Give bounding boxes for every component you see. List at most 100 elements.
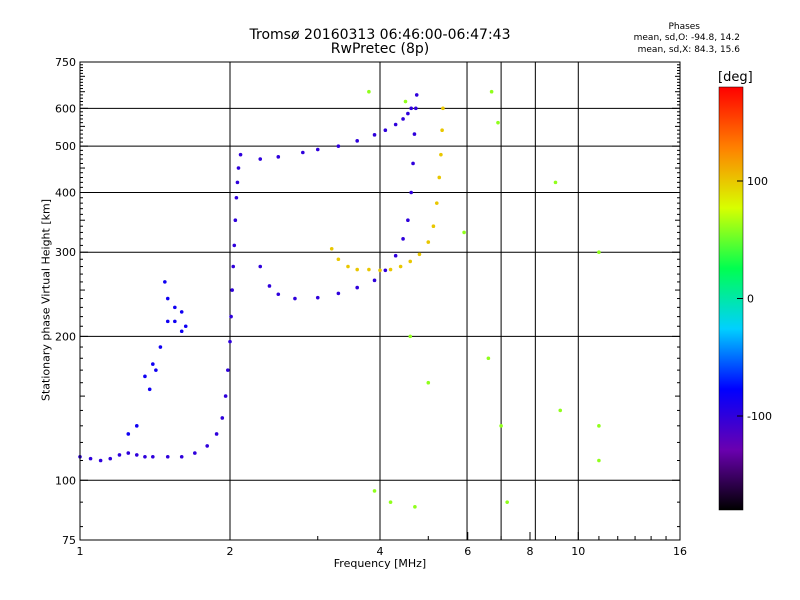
data-point — [439, 152, 443, 157]
data-point — [406, 111, 410, 116]
chart-title-line1: Tromsø 20160313 06:46:00-06:47:43 — [249, 27, 511, 43]
data-point — [372, 133, 377, 137]
y-tick-label: 600 — [55, 102, 76, 115]
data-point — [236, 166, 241, 170]
data-point — [393, 253, 398, 258]
series-3 — [329, 106, 445, 273]
data-point — [372, 489, 377, 493]
data-point — [143, 454, 147, 459]
chart-title-line2: RwPretec (8p) — [330, 41, 430, 57]
series-5 — [367, 89, 601, 509]
data-point — [163, 280, 167, 284]
data-point — [228, 339, 232, 344]
data-point — [411, 161, 415, 166]
data-point — [173, 305, 177, 310]
colorbar-tick-label: -100 — [747, 410, 772, 423]
data-point — [489, 89, 494, 94]
data-point — [383, 268, 388, 273]
data-point — [315, 147, 320, 152]
data-point — [505, 500, 509, 504]
y-tick-label: 200 — [55, 330, 76, 343]
data-point — [233, 218, 238, 223]
colorbar-tick-label: 0 — [747, 293, 754, 306]
data-point — [499, 424, 503, 428]
data-point — [232, 243, 237, 248]
data-point — [426, 380, 431, 385]
data-point — [179, 454, 184, 459]
data-point — [558, 408, 563, 413]
data-point — [378, 268, 382, 273]
data-point — [108, 456, 113, 461]
data-point — [143, 374, 147, 379]
data-point — [355, 285, 359, 290]
x-tick-label: 1 — [77, 545, 84, 558]
x-tick-label: 16 — [673, 545, 687, 558]
data-point — [179, 329, 184, 334]
data-point — [413, 505, 417, 509]
stats-o-mode: mean, sd,O: -94.8, 14.2 — [633, 33, 740, 43]
colorbar-ticks: 100 0 -100 — [737, 175, 772, 423]
axis-ticks: 1 2 4 6 8 10 16 75 100 200 300 400 500 600 750 — [55, 56, 687, 558]
data-point — [134, 453, 139, 457]
data-point — [437, 175, 442, 180]
x-tick-label: 10 — [571, 545, 585, 558]
data-point — [267, 284, 272, 288]
data-point — [431, 224, 436, 229]
data-point — [398, 264, 403, 269]
data-point — [223, 394, 228, 398]
x-tick-label: 2 — [227, 545, 234, 558]
data-point — [412, 132, 417, 136]
x-axis-label: Frequency [MHz] — [333, 557, 427, 570]
data-point — [301, 150, 305, 155]
data-point — [165, 296, 170, 301]
data-point — [597, 250, 601, 255]
data-point — [372, 278, 377, 283]
data-point — [173, 319, 177, 324]
x-tick-label: 8 — [527, 545, 534, 558]
data-point — [409, 106, 413, 111]
data-point — [88, 456, 93, 461]
data-point — [496, 120, 500, 125]
data-point — [401, 117, 405, 121]
data-point — [336, 291, 341, 296]
data-point — [165, 319, 170, 324]
data-point — [388, 267, 393, 272]
y-tick-label: 400 — [55, 186, 76, 199]
data-point — [383, 128, 388, 132]
series-0 — [78, 152, 243, 463]
data-point — [434, 201, 439, 205]
data-point — [346, 264, 350, 269]
stats-x-mode: mean, sd,X: 84.3, 15.6 — [637, 45, 740, 55]
data-point — [147, 387, 152, 392]
data-point — [126, 451, 131, 455]
data-point — [165, 454, 170, 459]
series-1 — [258, 93, 419, 301]
series-4 — [126, 280, 188, 436]
data-point — [183, 324, 188, 329]
series-2 — [258, 106, 413, 161]
data-point — [151, 362, 155, 366]
data-point — [355, 267, 359, 272]
data-point — [441, 106, 445, 111]
data-point — [220, 416, 225, 420]
data-point — [154, 368, 158, 372]
data-point — [226, 368, 230, 372]
data-point — [406, 218, 410, 223]
data-point — [367, 89, 371, 94]
data-point — [193, 451, 197, 455]
data-point — [417, 252, 422, 257]
y-tick-label: 750 — [55, 56, 76, 69]
data-point — [276, 155, 281, 159]
data-point — [229, 314, 233, 319]
data-point — [98, 458, 103, 463]
data-series — [78, 89, 601, 509]
stats-heading: Phases — [668, 22, 700, 32]
data-point — [276, 292, 281, 297]
data-point — [231, 264, 236, 269]
grid-lines — [80, 62, 680, 540]
y-tick-label: 500 — [55, 140, 76, 153]
data-point — [355, 139, 359, 143]
data-point — [258, 157, 263, 161]
y-tick-label: 100 — [55, 474, 76, 487]
